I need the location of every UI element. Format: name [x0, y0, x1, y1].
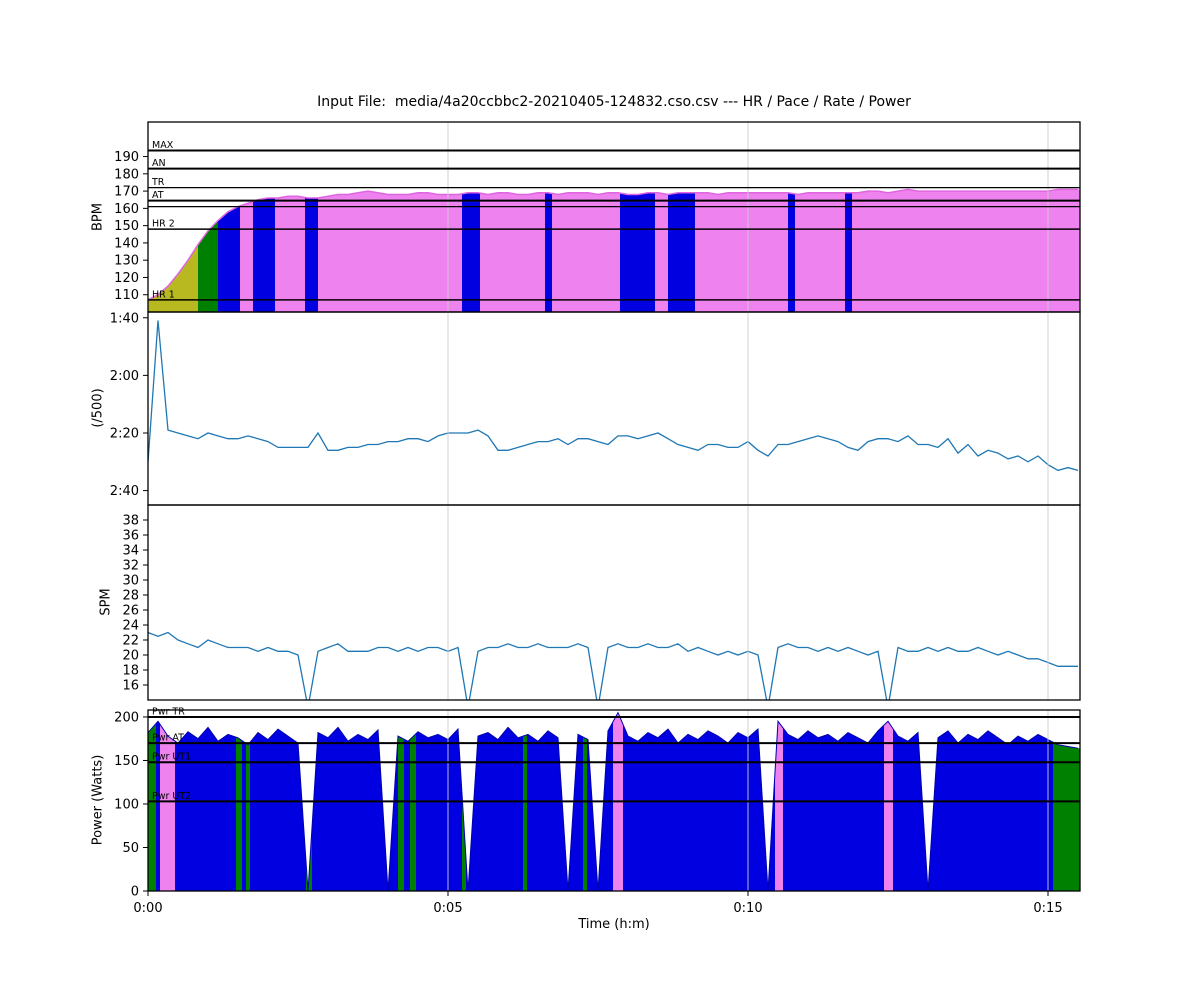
svg-text:HR 2: HR 2	[152, 219, 175, 230]
svg-text:2:40: 2:40	[110, 484, 139, 499]
svg-text:1:40: 1:40	[110, 311, 139, 326]
svg-text:0:00: 0:00	[133, 901, 162, 916]
svg-text:50: 50	[122, 841, 139, 856]
svg-text:30: 30	[122, 574, 139, 589]
svg-text:110: 110	[114, 288, 139, 303]
svg-text:2:20: 2:20	[110, 426, 139, 441]
svg-text:Pwr UT1: Pwr UT1	[152, 752, 191, 763]
svg-text:0:05: 0:05	[433, 901, 462, 916]
stroke-rate-plot-area	[148, 631, 1078, 700]
svg-text:AT: AT	[152, 190, 164, 201]
svg-text:18: 18	[122, 664, 139, 679]
pace-subplot: 1:40 2:00 2:20 2:40	[110, 311, 1081, 506]
svg-text:0:15: 0:15	[1033, 901, 1062, 916]
svg-text:120: 120	[114, 271, 139, 286]
svg-text:20: 20	[122, 649, 139, 664]
svg-text:TR: TR	[151, 177, 165, 188]
svg-text:34: 34	[122, 544, 139, 559]
svg-text:24: 24	[122, 619, 139, 634]
svg-text:Pwr TR: Pwr TR	[152, 706, 185, 717]
heart-rate-plot-area	[148, 188, 1080, 312]
y-axis-label-pace: (/500)	[90, 388, 106, 428]
y-axis-label-power: Power (Watts)	[90, 754, 106, 846]
y-axis-label-spm: SPM	[98, 588, 114, 616]
chart-title: Input File: media/4a20ccbbc2-20210405-12…	[317, 94, 911, 110]
svg-text:190: 190	[114, 150, 139, 165]
svg-text:140: 140	[114, 236, 139, 251]
svg-text:32: 32	[122, 559, 139, 574]
svg-text:0: 0	[131, 885, 139, 900]
svg-text:0:10: 0:10	[733, 901, 762, 916]
svg-text:Pwr AT: Pwr AT	[152, 733, 184, 744]
svg-text:38: 38	[122, 514, 139, 529]
power-plot-area	[148, 711, 1080, 891]
pace-plot-area	[148, 320, 1079, 472]
svg-text:28: 28	[122, 589, 139, 604]
svg-text:180: 180	[114, 167, 139, 182]
svg-text:150: 150	[114, 219, 139, 234]
svg-text:160: 160	[114, 202, 139, 217]
svg-text:26: 26	[122, 604, 139, 619]
x-axis-label: Time (h:m)	[578, 917, 650, 932]
svg-text:2:00: 2:00	[110, 369, 139, 384]
svg-text:MAX: MAX	[152, 140, 174, 151]
svg-text:130: 130	[114, 254, 139, 269]
svg-text:HR 1: HR 1	[152, 289, 175, 300]
svg-text:200: 200	[114, 710, 139, 725]
heart-rate-subplot: MAX AN TR AT HR 2 HR 1 190 180 170 160 150 140 130 12…	[114, 121, 1081, 313]
svg-text:36: 36	[122, 529, 139, 544]
svg-text:22: 22	[122, 634, 139, 649]
svg-text:100: 100	[114, 797, 139, 812]
svg-text:16: 16	[122, 679, 139, 694]
svg-text:170: 170	[114, 185, 139, 200]
y-axis-label-bpm: BPM	[90, 203, 106, 231]
svg-text:150: 150	[114, 754, 139, 769]
svg-text:Pwr UT2: Pwr UT2	[152, 791, 191, 802]
svg-text:AN: AN	[152, 158, 166, 169]
